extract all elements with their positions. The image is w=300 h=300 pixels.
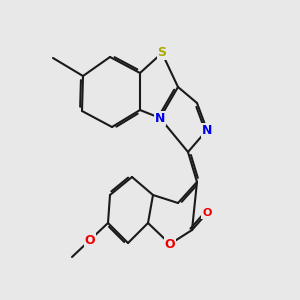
Text: N: N xyxy=(155,112,165,124)
Text: O: O xyxy=(202,208,212,218)
Text: S: S xyxy=(158,46,166,59)
Text: O: O xyxy=(165,238,175,250)
Text: O: O xyxy=(85,233,95,247)
Text: N: N xyxy=(202,124,212,136)
